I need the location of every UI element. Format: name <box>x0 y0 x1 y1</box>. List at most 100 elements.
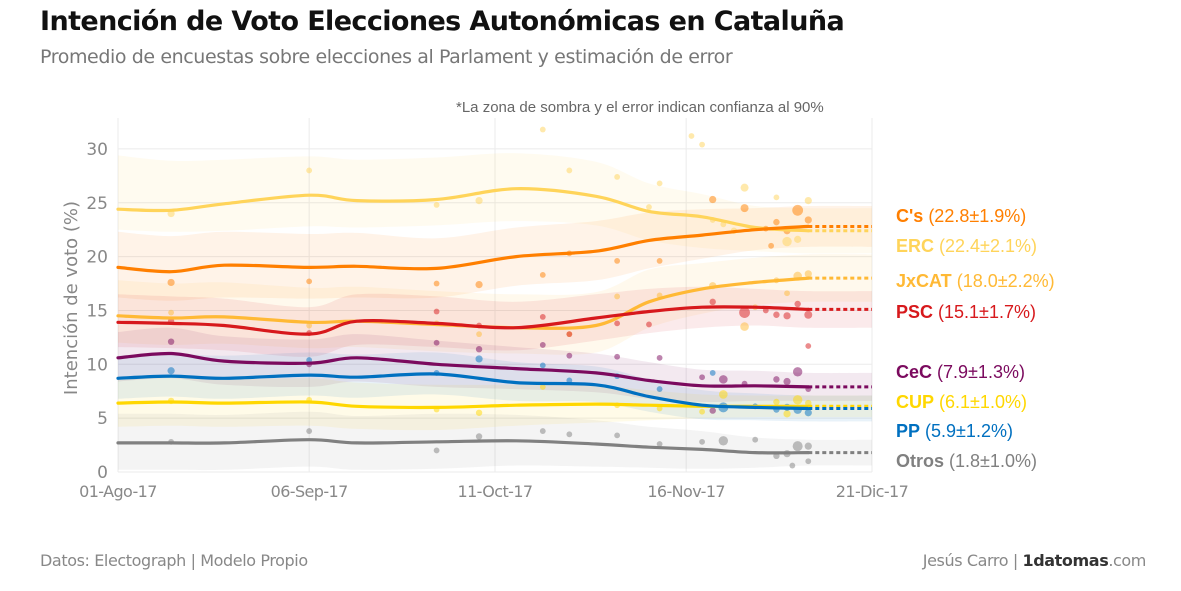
poll-point-cup <box>805 399 812 407</box>
poll-point-cs <box>740 204 749 213</box>
legend-item-cup: CUP (6.1±1.0%) <box>896 392 1027 413</box>
poll-point-cec <box>656 354 663 361</box>
poll-point-cs <box>804 216 812 224</box>
y-tick-label: 20 <box>86 248 108 268</box>
confidence-band-cs <box>118 205 872 301</box>
poll-point-jxcat <box>804 270 812 278</box>
y-tick-label: 0 <box>97 463 108 483</box>
brand-name: 1datomas <box>1022 551 1109 570</box>
x-tick-label: 01-Ago-17 <box>79 482 157 501</box>
legend-party-value: (15.1±1.7%) <box>938 302 1036 322</box>
trend-line-psc <box>116 305 810 336</box>
legend-party-value: (18.0±2.2%) <box>956 271 1055 291</box>
poll-point-erc <box>782 236 792 247</box>
trend-line-cs <box>116 224 810 274</box>
poll-point-jxcat <box>168 309 174 316</box>
y-tick-label: 30 <box>86 140 108 160</box>
poll-point-cs <box>539 272 546 278</box>
poll-point-erc <box>656 180 663 187</box>
poll-point-cec <box>566 352 573 359</box>
y-axis-label: Intención de voto (%) <box>61 201 82 395</box>
poll-point-otros <box>752 436 759 443</box>
x-tick-label: 11-Oct-17 <box>458 482 533 501</box>
poll-point-psc <box>433 308 440 315</box>
y-tick-label: 10 <box>86 355 108 375</box>
poll-point-pp <box>306 357 313 363</box>
trend-line-cec <box>116 351 810 389</box>
poll-point-otros <box>306 428 313 434</box>
poll-point-erc <box>475 196 483 205</box>
poll-point-cec <box>773 376 780 383</box>
legend-party-value: (1.8±1.0%) <box>949 451 1037 471</box>
legend-party-value: (22.8±1.9%) <box>928 206 1027 226</box>
poll-point-erc <box>740 183 749 192</box>
poll-point-cs <box>792 204 804 216</box>
confidence-band-jxcat <box>118 254 872 355</box>
poll-point-psc <box>794 300 801 308</box>
poll-point-erc <box>804 196 812 205</box>
y-tick-label: 15 <box>86 301 108 321</box>
poll-point-erc <box>539 126 546 133</box>
x-axis-ticks: 01-Ago-17 06-Sep-17 11-Oct-17 16-Nov-17 21-D… <box>79 482 909 501</box>
poll-point-jxcat <box>740 322 749 331</box>
poll-point-psc <box>646 321 652 328</box>
legend-item-cec: CeC (7.9±1.3%) <box>896 362 1025 383</box>
poll-point-cs <box>709 195 717 204</box>
poll-point-erc <box>794 235 802 243</box>
trend-line-pp <box>116 372 810 411</box>
poll-point-cec <box>719 375 728 384</box>
poll-point-cs <box>768 242 775 249</box>
poll-point-cs <box>433 280 440 287</box>
trend-line-erc <box>116 187 810 233</box>
legend-party-name: PP <box>896 421 921 441</box>
legend-party-value: (5.9±1.2%) <box>925 421 1013 441</box>
poll-point-otros <box>789 462 796 469</box>
poll-point-otros <box>539 428 546 434</box>
poll-point-otros <box>475 433 483 440</box>
poll-point-otros <box>804 442 812 450</box>
poll-points <box>167 126 813 469</box>
legend-party-name: JxCAT <box>896 271 952 291</box>
legend-item-erc: ERC (22.4±2.1%) <box>896 236 1037 257</box>
poll-point-erc <box>646 204 652 210</box>
poll-point-psc <box>566 331 573 338</box>
x-tick-label: 21-Dic-17 <box>836 482 908 501</box>
poll-point-cec <box>167 338 175 345</box>
poll-point-pp <box>539 362 546 369</box>
poll-point-cec <box>475 346 483 353</box>
poll-point-erc <box>699 141 705 148</box>
legend-item-cs: C's (22.8±1.9%) <box>896 206 1026 227</box>
legend-item-pp: PP (5.9±1.2%) <box>896 421 1013 442</box>
poll-point-psc <box>783 312 791 320</box>
poll-point-pp <box>804 409 812 417</box>
poll-point-cs <box>773 218 780 226</box>
poll-point-psc <box>709 298 716 306</box>
legend-party-name: ERC <box>896 236 935 256</box>
poll-point-cup <box>792 395 803 405</box>
poll-point-pp <box>566 377 573 384</box>
poll-point-jxcat <box>784 290 790 297</box>
trend-line-otros <box>116 438 810 455</box>
y-tick-label: 25 <box>86 194 108 214</box>
poll-point-cec <box>539 342 546 348</box>
poll-point-otros <box>433 447 440 454</box>
poll-point-psc <box>805 343 812 349</box>
y-axis-ticks: 0 5 10 15 20 25 30 <box>86 140 108 483</box>
poll-point-jxcat <box>476 331 482 338</box>
forecast-lines <box>808 224 872 455</box>
poll-point-otros <box>718 436 729 446</box>
poll-point-cs <box>167 278 175 287</box>
author-name: Jesús Carro | <box>922 551 1023 570</box>
confidence-note: *La zona de sombra y el error indican co… <box>456 99 824 116</box>
poll-point-cec <box>433 339 440 346</box>
poll-point-psc <box>773 311 780 318</box>
x-tick-label: 16-Nov-17 <box>647 482 725 501</box>
poll-point-cup <box>783 410 791 418</box>
poll-point-cec <box>792 367 803 377</box>
poll-point-pp <box>167 367 175 375</box>
poll-point-psc <box>539 314 546 320</box>
chart-subtitle: Promedio de encuestas sobre elecciones a… <box>40 46 733 68</box>
poll-point-cup <box>539 384 546 390</box>
confidence-band-erc <box>118 153 872 254</box>
